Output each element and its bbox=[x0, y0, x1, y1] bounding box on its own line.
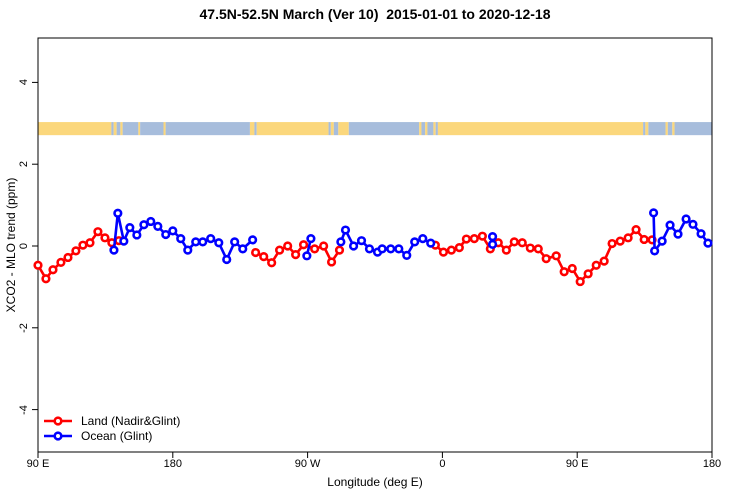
legend-item-land: Land (Nadir&Glint) bbox=[43, 413, 180, 428]
legend-item-label: Ocean (Glint) bbox=[81, 428, 153, 443]
ocean-series-marker-icon bbox=[44, 430, 72, 441]
land-series-marker-icon bbox=[44, 415, 72, 426]
y-tick-label: 0 bbox=[18, 242, 30, 250]
x-tick-label: 90 E bbox=[26, 458, 50, 470]
legend-item-ocean: Ocean (Glint) bbox=[43, 428, 180, 443]
y-tick-label: -2 bbox=[18, 322, 30, 333]
x-tick-label: 180 bbox=[163, 458, 182, 470]
chart-title: 47.5N-52.5N March (Ver 10) 2015-01-01 to… bbox=[199, 6, 551, 22]
legend: Land (Nadir&Glint) Ocean (Glint) bbox=[43, 413, 180, 443]
x-tick-label: 180 bbox=[702, 458, 722, 470]
x-tick-label: 90 E bbox=[565, 458, 589, 470]
y-tick-label: 4 bbox=[18, 79, 30, 86]
y-tick-label: 2 bbox=[18, 161, 30, 168]
x-tick-label: 0 bbox=[439, 458, 446, 470]
legend-item-label: Land (Nadir&Glint) bbox=[81, 413, 181, 428]
x-tick-label: 90 W bbox=[294, 458, 321, 470]
y-axis-title: XCO2 - MLO trend (ppm) bbox=[4, 177, 18, 313]
y-tick-label: -4 bbox=[18, 404, 30, 415]
x-axis-title: Longitude (deg E) bbox=[327, 475, 423, 489]
